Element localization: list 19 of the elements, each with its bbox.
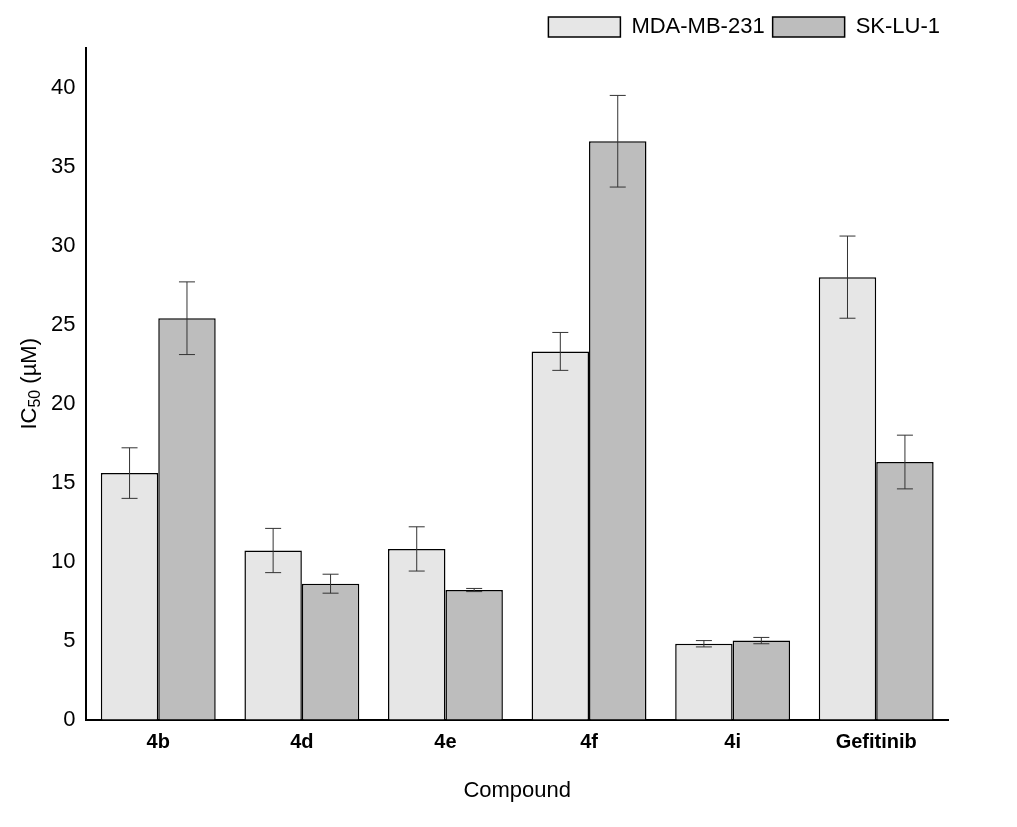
y-tick-label: 0 (63, 705, 76, 731)
x-tick-label: 4b (146, 730, 170, 753)
x-tick-label: 4e (434, 730, 457, 753)
y-axis-title: IC50 (µM) (16, 338, 44, 430)
x-tick-label: Gefitinib (835, 730, 917, 753)
x-tick-label: 4i (724, 730, 741, 753)
x-tick-label: 4d (290, 730, 314, 753)
y-tick-label: 15 (50, 468, 76, 494)
legend-label: SK-LU-1 (855, 13, 940, 39)
y-tick-label: 40 (50, 73, 76, 99)
x-tick-label: 4f (580, 730, 599, 753)
y-tick-label: 20 (50, 389, 76, 415)
y-tick-label: 10 (50, 547, 76, 573)
y-tick-label: 25 (50, 310, 76, 336)
x-axis-title: Compound (463, 776, 572, 802)
legend-label: MDA-MB-231 (631, 13, 765, 39)
y-tick-label: 30 (50, 231, 76, 257)
y-tick-label: 5 (63, 626, 76, 652)
y-tick-label: 35 (50, 152, 76, 178)
